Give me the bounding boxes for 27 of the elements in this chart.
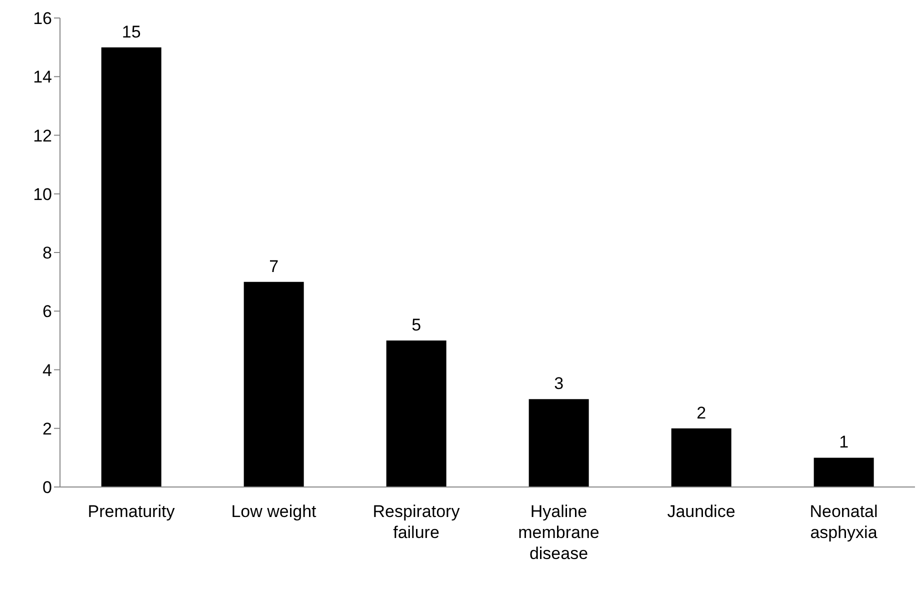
y-tick-label: 8	[42, 244, 52, 263]
x-tick-label: Respiratory failure	[372, 502, 460, 542]
bar	[671, 428, 732, 487]
data-label: 3	[554, 374, 564, 394]
x-tick-label: Low weight	[231, 502, 317, 521]
y-tick-label: 4	[42, 360, 52, 380]
x-tick-label: Hyaline membrane disease	[518, 502, 600, 563]
bar	[386, 340, 446, 487]
y-tick-label: 6	[42, 302, 52, 322]
data-label: 15	[122, 22, 141, 42]
y-tick-label: 12	[33, 126, 52, 146]
bar	[528, 399, 589, 487]
bar	[101, 47, 162, 487]
y-tick-label: 2	[42, 419, 52, 438]
x-tick-label: Prematurity	[88, 502, 176, 521]
data-label: 2	[696, 403, 706, 422]
y-tick-label: 14	[33, 68, 52, 87]
bar	[814, 458, 874, 487]
y-tick-label: 16	[33, 9, 52, 28]
data-label: 7	[269, 256, 279, 276]
data-label: 5	[412, 315, 422, 334]
bar	[244, 282, 304, 487]
y-tick-label: 10	[33, 184, 52, 204]
data-label: 1	[839, 432, 849, 452]
x-tick-label: Jaundice	[667, 502, 736, 521]
x-tick-label: Neonatal asphyxia	[810, 502, 878, 542]
y-tick-label: 0	[42, 478, 52, 498]
